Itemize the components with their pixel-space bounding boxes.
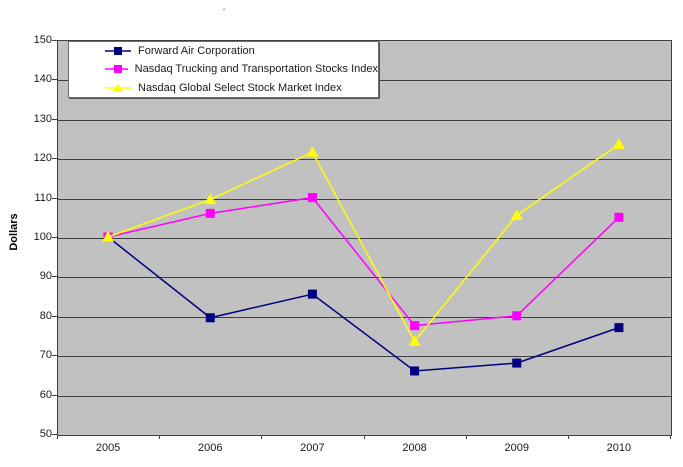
x-tick-mark: [363, 435, 365, 439]
gridline: [58, 198, 671, 200]
y-tick-label: 150: [33, 34, 52, 46]
y-tick-mark: [52, 237, 57, 238]
x-tick-mark: [465, 435, 467, 439]
legend-label: Forward Air Corporation: [138, 45, 255, 58]
y-tick-mark: [52, 158, 57, 160]
legend-swatch: [105, 47, 131, 56]
series-marker: [510, 209, 523, 220]
series-marker: [102, 231, 115, 242]
series-marker: [512, 311, 522, 321]
y-tick-label: 70: [39, 349, 52, 362]
y-tick-label: 50: [39, 428, 52, 440]
y-tick-mark: [52, 276, 57, 278]
series-marker: [307, 289, 317, 299]
legend-label: Nasdaq Trucking and Transportation Stock…: [134, 63, 378, 76]
y-tick-mark: [52, 394, 57, 396]
y-tick-label: 130: [33, 112, 52, 125]
x-tick-label: 2007: [300, 442, 325, 454]
series-marker: [307, 193, 317, 203]
y-tick-mark: [52, 315, 57, 317]
x-tick-mark: [670, 435, 671, 439]
gridline: [58, 159, 671, 161]
gridline: [58, 316, 671, 318]
x-tick-mark: [57, 435, 58, 439]
series-marker: [205, 208, 215, 218]
y-tick-mark: [52, 197, 57, 199]
legend-item: Forward Air Corporation: [105, 45, 378, 57]
plot-area: [57, 40, 672, 436]
series-marker: [205, 313, 215, 323]
x-tick-mark: [261, 435, 263, 439]
gridline: [58, 395, 671, 397]
gridline: [58, 119, 671, 121]
gridline: [58, 356, 671, 358]
chart-title: .: [222, 1, 226, 13]
y-tick-label: 120: [33, 152, 52, 165]
series-marker: [614, 212, 624, 222]
y-tick-mark: [52, 355, 57, 357]
gridline: [58, 238, 671, 239]
y-tick-label: 80: [39, 309, 52, 322]
y-tick-label: 60: [39, 388, 52, 401]
x-tick-label: 2010: [606, 442, 632, 454]
legend-label: Nasdaq Global Select Stock Market Index: [138, 81, 342, 94]
series-line: [107, 143, 620, 343]
legend-swatch: [105, 65, 128, 74]
series-marker: [512, 358, 522, 368]
y-tick-mark: [52, 40, 57, 41]
y-tick-label: 140: [33, 73, 52, 86]
series-marker: [204, 193, 217, 205]
x-tick-label: 2005: [95, 442, 121, 454]
series-marker: [408, 335, 421, 346]
y-tick-label: 100: [33, 231, 52, 243]
y-tick-label: 90: [39, 270, 52, 283]
x-tick-label: 2006: [198, 442, 223, 454]
y-tick-mark: [52, 434, 57, 435]
legend: Forward Air Corporation Nasdaq Trucking a…: [68, 41, 379, 98]
series-line: [107, 236, 620, 372]
legend-item: Nasdaq Global Select Stock Market Index: [105, 82, 378, 94]
x-tick-label: 2008: [402, 442, 427, 454]
x-tick-mark: [159, 435, 161, 439]
series-marker: [306, 146, 319, 157]
series-marker: [614, 323, 624, 333]
legend-swatch: [105, 83, 131, 92]
legend-item: Nasdaq Trucking and Transportation Stock…: [105, 63, 378, 75]
y-tick-mark: [52, 79, 57, 81]
series-line: [107, 196, 620, 327]
series-marker: [612, 138, 625, 149]
x-tick-mark: [567, 435, 569, 439]
gridline: [58, 277, 671, 279]
y-tick-label: 110: [34, 191, 52, 204]
y-tick-mark: [52, 118, 57, 120]
x-tick-label: 2009: [504, 442, 529, 454]
series-marker: [410, 321, 420, 331]
series-marker: [410, 366, 420, 376]
